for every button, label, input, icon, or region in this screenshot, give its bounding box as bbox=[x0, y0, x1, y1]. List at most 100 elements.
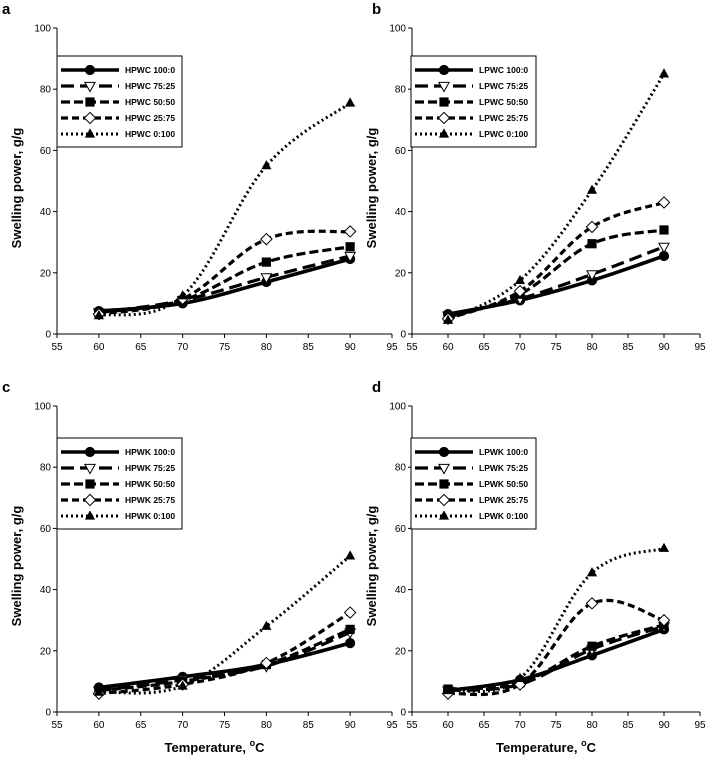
x-tick-label: 85 bbox=[622, 342, 634, 353]
legend-entry: HPWK 25:75 bbox=[125, 495, 175, 505]
legend-marker bbox=[84, 64, 96, 76]
x-tick-label: 95 bbox=[386, 342, 398, 353]
legend: HPWK 100:0 HPWK 75:25 HPWK 50:50 HPWK 25:75… bbox=[56, 437, 183, 530]
legend-marker bbox=[83, 111, 97, 125]
data-point bbox=[657, 613, 671, 627]
x-tick-label: 85 bbox=[622, 720, 634, 731]
legend-entry: LPWC 50:50 bbox=[479, 97, 528, 107]
x-tick-label: 90 bbox=[658, 720, 670, 731]
data-point bbox=[513, 678, 527, 691]
legend-marker bbox=[438, 463, 450, 475]
legend-marker bbox=[439, 479, 449, 489]
data-point bbox=[260, 656, 273, 670]
y-tick-label: 100 bbox=[34, 24, 51, 35]
legend-entry: HPWC 25:75 bbox=[125, 113, 175, 123]
series-lpwc-0-100 bbox=[442, 68, 670, 324]
series-hpwc-0-100 bbox=[93, 97, 356, 320]
data-point bbox=[514, 672, 526, 682]
legend-entry: LPWK 25:75 bbox=[479, 495, 528, 505]
y-tick-label: 20 bbox=[40, 646, 52, 657]
data-point bbox=[586, 270, 598, 281]
data-point bbox=[585, 597, 599, 610]
data-point bbox=[658, 542, 670, 552]
data-point bbox=[260, 273, 273, 285]
x-tick-label: 55 bbox=[406, 342, 418, 353]
series-line bbox=[98, 245, 351, 315]
y-tick-label: 100 bbox=[389, 402, 406, 413]
y-axis-label: Swelling power, g/g bbox=[364, 506, 379, 627]
y-axis-label: Swelling power, g/g bbox=[364, 128, 379, 249]
data-point bbox=[587, 641, 597, 651]
series-line bbox=[447, 200, 665, 321]
y-tick-label: 0 bbox=[45, 708, 51, 719]
series-hpwc-50-50 bbox=[94, 242, 355, 318]
data-point bbox=[442, 314, 454, 324]
series-line bbox=[98, 254, 351, 315]
data-point bbox=[261, 257, 271, 267]
y-axis-label: Swelling power, g/g bbox=[9, 506, 24, 627]
x-tick-label: 90 bbox=[658, 342, 670, 353]
y-tick-label: 0 bbox=[400, 330, 406, 341]
legend-entry: HPWC 50:50 bbox=[125, 97, 175, 107]
series-line bbox=[447, 546, 665, 694]
panel-letter-d: d bbox=[372, 379, 381, 396]
series-line bbox=[447, 624, 665, 693]
x-tick-label: 80 bbox=[586, 342, 598, 353]
data-point bbox=[343, 225, 357, 238]
legend-entry: HPWC 100:0 bbox=[125, 65, 175, 75]
y-tick-label: 60 bbox=[395, 524, 407, 535]
x-tick-label: 55 bbox=[51, 720, 63, 731]
x-tick-label: 85 bbox=[303, 342, 315, 353]
data-point bbox=[587, 239, 597, 249]
series-line bbox=[447, 627, 665, 693]
data-point bbox=[261, 160, 272, 170]
legend-marker bbox=[85, 97, 95, 107]
data-point bbox=[260, 232, 273, 246]
data-point bbox=[93, 310, 104, 320]
series-line bbox=[98, 641, 351, 690]
series-line bbox=[447, 623, 665, 691]
y-tick-label: 100 bbox=[34, 402, 51, 413]
legend-entry: LPWC 25:75 bbox=[479, 113, 528, 123]
series-line bbox=[447, 598, 665, 697]
data-point bbox=[177, 680, 188, 690]
x-tick-label: 75 bbox=[219, 720, 231, 731]
y-tick-label: 40 bbox=[40, 585, 52, 596]
data-point bbox=[93, 686, 104, 696]
x-axis-label: Temperature, oC bbox=[165, 738, 266, 755]
legend-marker bbox=[439, 97, 449, 107]
y-tick-label: 60 bbox=[40, 146, 52, 157]
data-point bbox=[343, 606, 357, 619]
series-hpwc-100-0 bbox=[93, 253, 356, 317]
x-tick-label: 70 bbox=[177, 342, 189, 353]
y-tick-label: 40 bbox=[395, 207, 407, 218]
data-point bbox=[586, 567, 598, 577]
x-axis-label: Temperature, oC bbox=[496, 738, 597, 755]
panel-letter-c: c bbox=[2, 379, 10, 396]
series-hpwc-25-75 bbox=[92, 225, 357, 321]
series-hpwk-0-100 bbox=[93, 550, 356, 696]
legend-entry: LPWC 100:0 bbox=[479, 65, 528, 75]
x-tick-label: 65 bbox=[478, 720, 490, 731]
series-line bbox=[98, 229, 351, 316]
x-tick-label: 70 bbox=[514, 342, 526, 353]
legend-entry: HPWK 0:100 bbox=[125, 511, 175, 521]
data-point bbox=[345, 550, 356, 560]
series-line bbox=[447, 228, 665, 319]
y-tick-label: 80 bbox=[395, 85, 407, 96]
series-lpwk-0-100 bbox=[442, 542, 670, 695]
x-tick-label: 60 bbox=[93, 720, 105, 731]
data-point bbox=[659, 225, 669, 235]
legend-entry: HPWC 75:25 bbox=[125, 81, 175, 91]
y-tick-label: 20 bbox=[40, 268, 52, 279]
panel-letter-a: a bbox=[2, 1, 11, 18]
y-tick-label: 0 bbox=[400, 708, 406, 719]
data-point bbox=[177, 290, 188, 300]
legend-marker bbox=[437, 111, 451, 125]
series-line bbox=[98, 630, 351, 693]
data-point bbox=[585, 220, 599, 234]
y-tick-label: 80 bbox=[40, 463, 52, 474]
x-tick-label: 55 bbox=[51, 342, 63, 353]
legend-marker bbox=[438, 510, 450, 520]
